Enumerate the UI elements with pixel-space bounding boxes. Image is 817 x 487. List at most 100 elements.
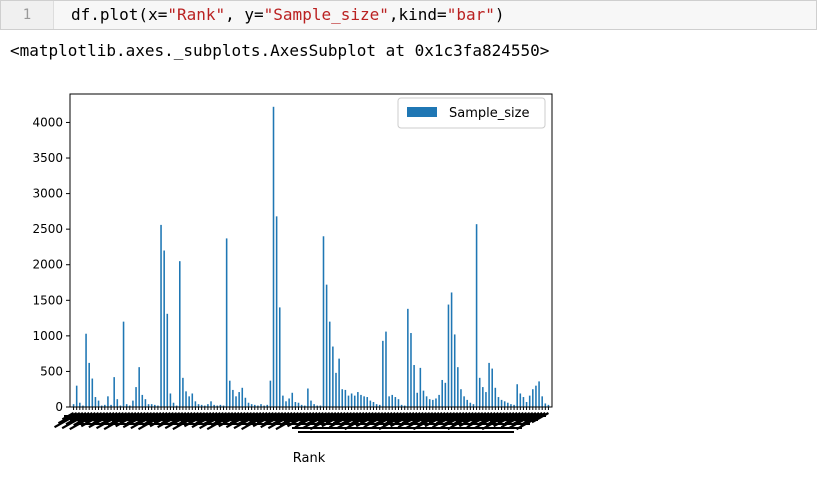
bar: [219, 404, 222, 407]
x-tick-label: [409, 412, 431, 426]
code-prefix: df.plot(x=: [71, 5, 168, 24]
bar: [328, 321, 331, 407]
bar: [197, 404, 200, 407]
bar: [160, 224, 162, 407]
bar: [525, 402, 528, 407]
bar: [397, 399, 400, 407]
bar: [432, 399, 434, 407]
code-cell-input[interactable]: 1 df.plot(x="Rank", y="Sample_size",kind…: [0, 0, 817, 30]
bar: [225, 238, 228, 407]
bar: [450, 292, 453, 407]
bar: [513, 404, 515, 407]
x-tick-label: [332, 412, 353, 425]
bar: [203, 405, 206, 407]
code-text[interactable]: df.plot(x="Rank", y="Sample_size",kind="…: [71, 1, 505, 29]
bar: [132, 400, 134, 407]
bar: [207, 404, 209, 407]
x-tick-label-row: [70, 419, 538, 421]
bar: [307, 388, 309, 407]
bar: [278, 307, 281, 407]
bar: [385, 331, 387, 407]
bar: [107, 396, 109, 407]
bar: [416, 392, 419, 407]
y-tick-label: 1000: [32, 329, 63, 343]
x-tick-label: [512, 412, 534, 426]
bar: [532, 389, 534, 407]
bar: [297, 402, 300, 407]
bar-chart: 0 500 1000 1500 2000 2500 3000 3500 4000 Sample_…: [32, 93, 553, 466]
bar: [310, 400, 312, 407]
bar: [335, 372, 337, 407]
x-tick-label: [477, 412, 499, 426]
x-tick-label: [161, 412, 181, 425]
x-tick-label: [92, 412, 112, 425]
bar: [438, 394, 440, 407]
x-axis-label: Rank: [293, 451, 326, 466]
bar: [366, 397, 369, 407]
legend: Sample_size: [397, 97, 546, 129]
bar: [344, 389, 347, 407]
bar: [413, 365, 415, 407]
bar: [157, 405, 159, 407]
x-tick-labels-overlap: [53, 412, 549, 433]
bar: [94, 397, 97, 407]
bar: [341, 389, 344, 407]
bar: [75, 385, 78, 407]
bar: [322, 236, 325, 407]
bar: [169, 393, 172, 407]
x-tick-label: [443, 412, 465, 426]
x-tick-label: [99, 412, 121, 426]
y-tick-label: 1500: [32, 293, 63, 307]
x-tick-label-row: [64, 415, 546, 417]
bar: [453, 334, 456, 407]
bar: [425, 396, 428, 407]
bar: [382, 340, 384, 407]
bar: [538, 381, 540, 407]
bar: [188, 396, 190, 407]
x-tick-label: [237, 412, 259, 426]
bar: [88, 362, 90, 407]
x-tick-label: [229, 412, 250, 425]
bar: [544, 403, 547, 407]
x-tick-label: [134, 412, 156, 426]
bar: [250, 404, 253, 407]
bar: [79, 402, 81, 407]
bar: [507, 402, 509, 407]
x-tick-label: [401, 412, 421, 425]
bar: [163, 250, 165, 407]
bar: [460, 389, 462, 407]
bar: [241, 387, 244, 407]
bar: [244, 397, 247, 407]
bar: [147, 404, 150, 407]
bar: [338, 358, 340, 407]
bar: [522, 397, 525, 407]
x-tick-label: [202, 412, 225, 426]
bar: [457, 367, 459, 407]
bar: [263, 405, 265, 407]
bar: [369, 400, 372, 407]
bar: [463, 396, 465, 407]
bar: [475, 224, 478, 407]
x-tick-label: [65, 412, 87, 426]
bar: [441, 379, 443, 407]
bar: [541, 396, 543, 407]
bar: [347, 395, 350, 407]
bar: [150, 404, 153, 407]
x-tick-label-row: [298, 431, 514, 433]
bar: [400, 404, 403, 407]
bar: [275, 216, 278, 407]
bar: [313, 404, 315, 407]
bar: [210, 401, 212, 407]
x-tick-label: [306, 412, 328, 426]
x-tick-label: [264, 412, 284, 425]
bar: [228, 380, 231, 407]
bar: [122, 321, 125, 407]
bar: [166, 313, 169, 407]
bar: [372, 402, 375, 407]
y-tick-label: 4000: [32, 115, 63, 129]
bar: [185, 391, 187, 407]
bar: [360, 394, 362, 407]
bar: [191, 393, 194, 407]
bar: [303, 405, 306, 407]
bar: [378, 404, 381, 407]
